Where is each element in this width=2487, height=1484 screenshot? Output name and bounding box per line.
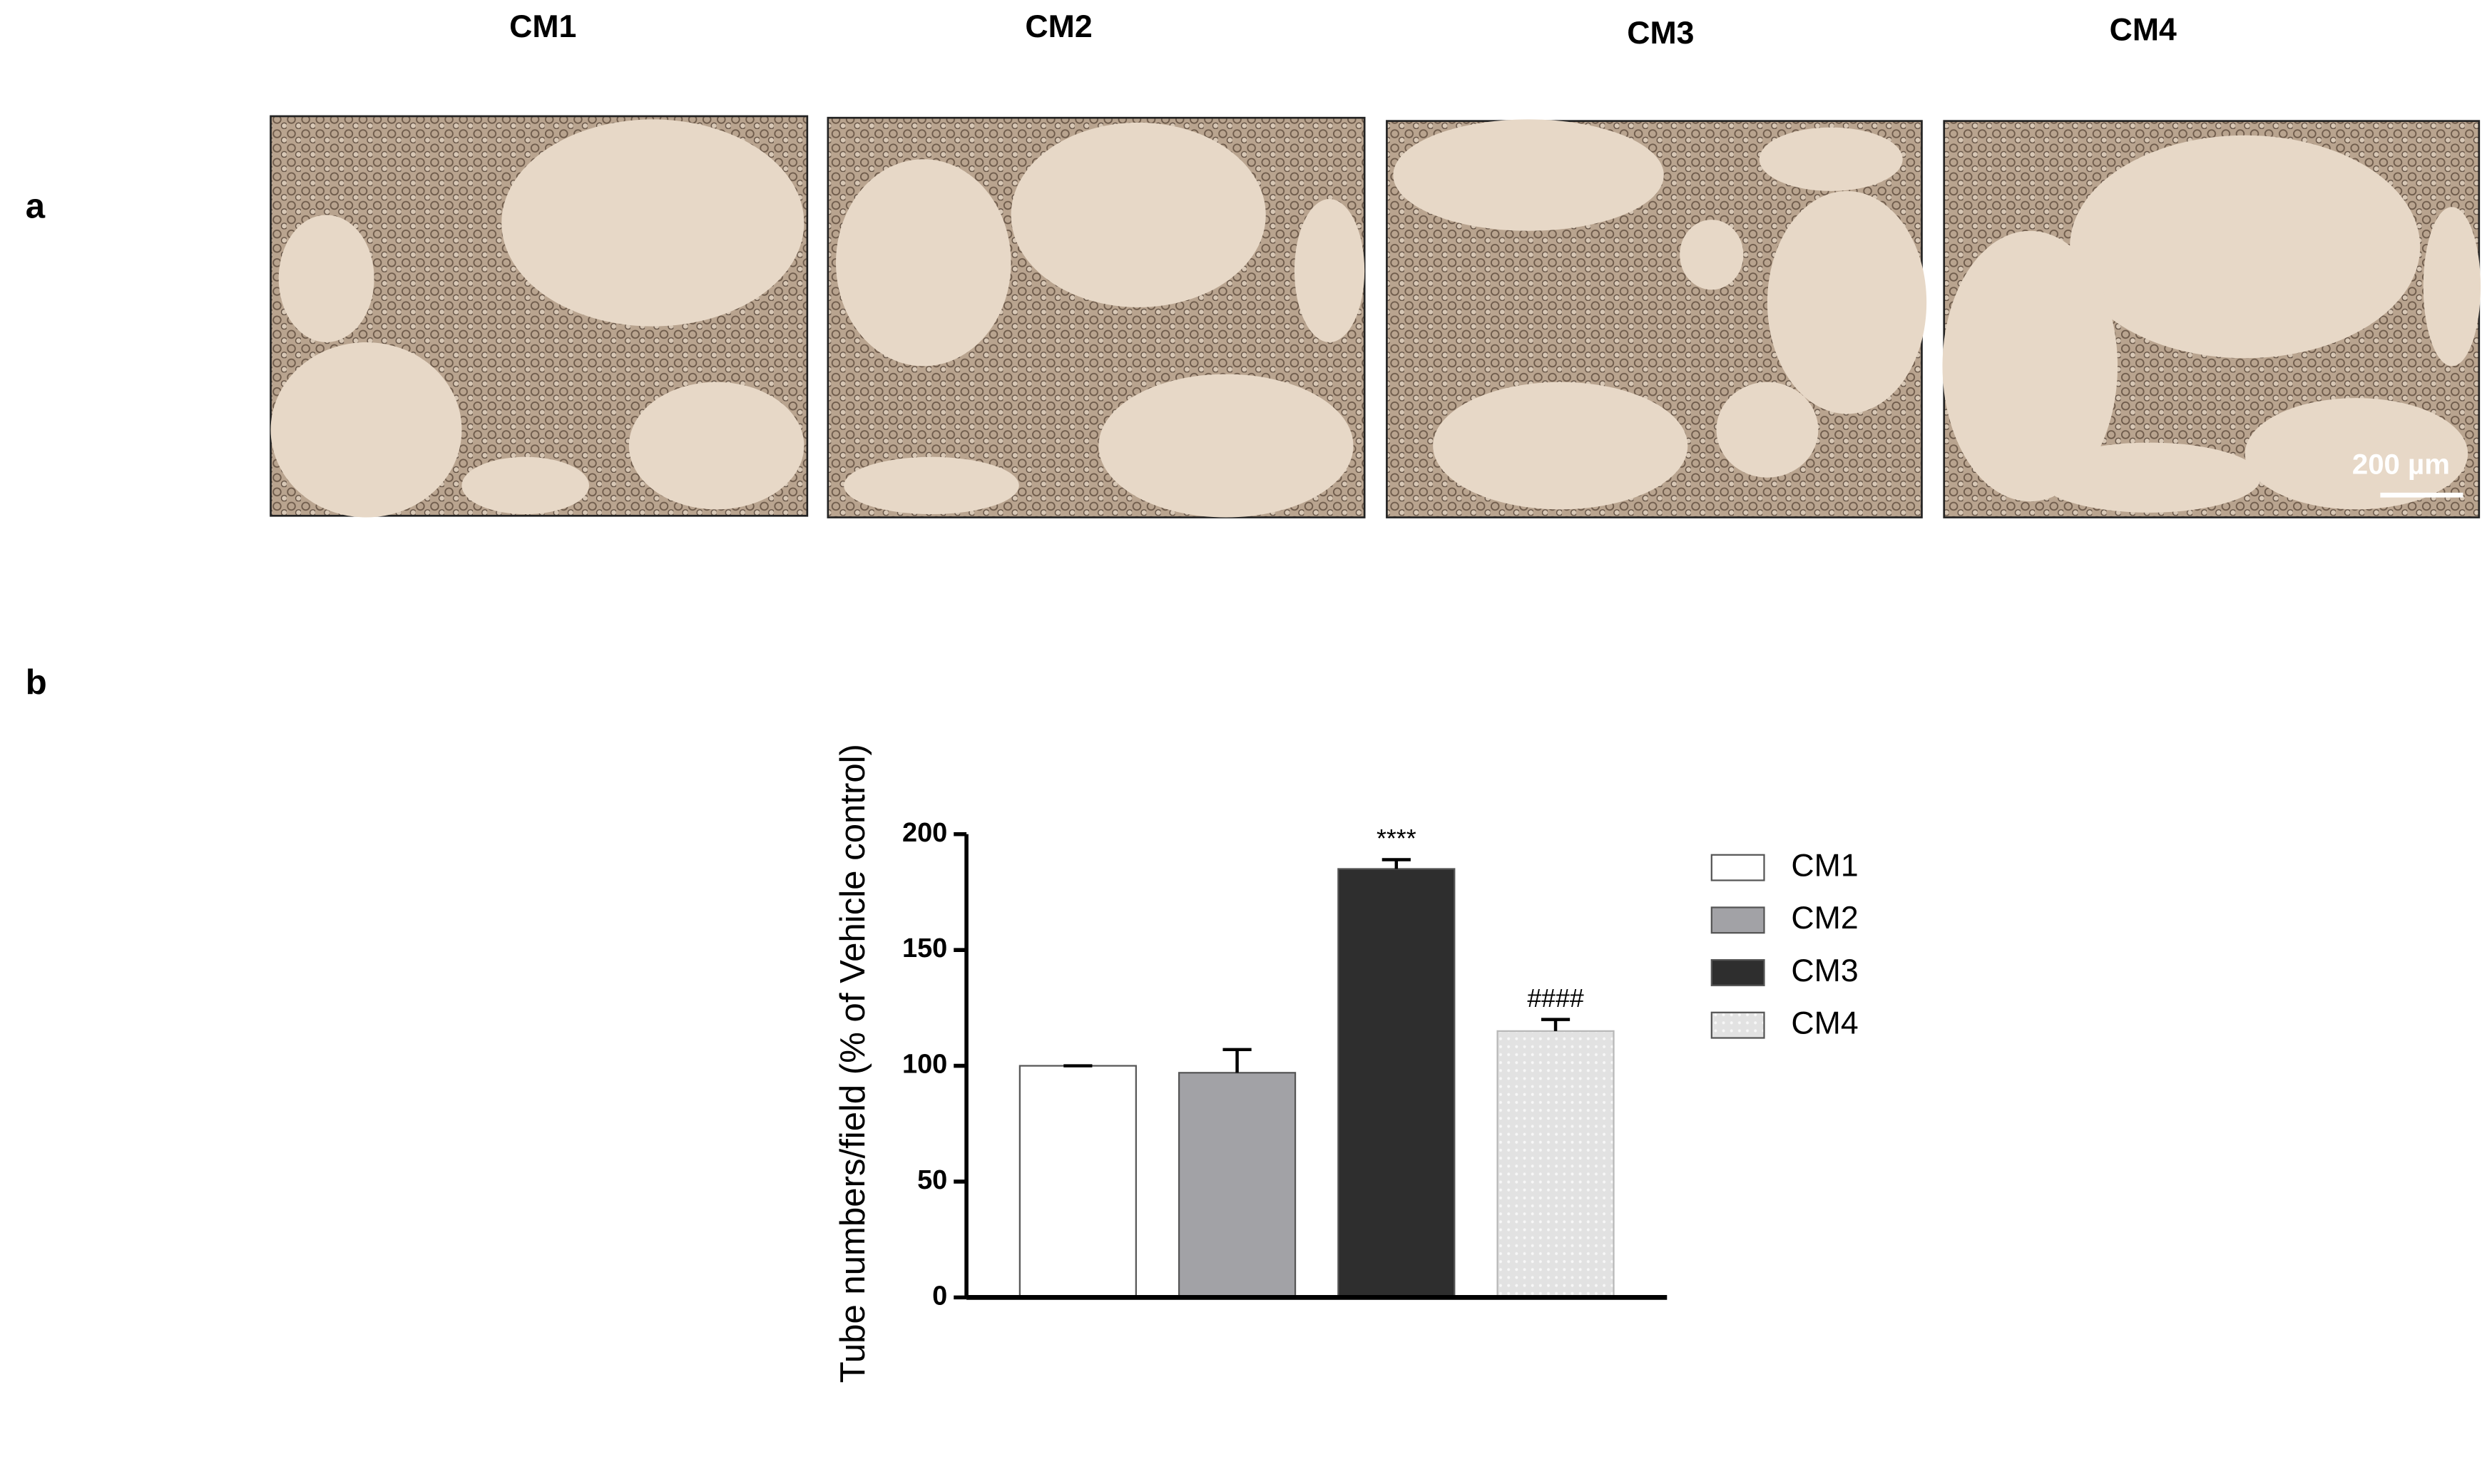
bar: [1178, 1072, 1297, 1299]
bar: [1496, 1030, 1615, 1299]
image-title: CM3: [1627, 16, 1694, 51]
micrograph: [1942, 120, 2481, 518]
significance-label: ****: [1377, 824, 1416, 853]
micrograph: [1386, 119, 1927, 518]
image-title: CM2: [1025, 9, 1092, 44]
legend-swatch: [1710, 958, 1765, 986]
bar-chart: 0 50 100 150 200 **** #### CM1 CM2 CM3 CM4: [902, 818, 1859, 1311]
image-title: CM4: [2110, 12, 2177, 47]
legend-swatch: [1710, 906, 1765, 934]
legend-label: CM3: [1791, 953, 1858, 988]
legend-swatch: [1710, 854, 1765, 881]
error-bar: [1382, 858, 1411, 869]
image-title: CM1: [509, 9, 576, 44]
micrograph: [827, 116, 1366, 518]
y-tick-label: 100: [902, 1050, 947, 1080]
legend-label: CM2: [1791, 901, 1858, 936]
significance-label: ####: [1527, 984, 1584, 1013]
panel-label: b: [26, 663, 47, 702]
y-tick-label: 50: [917, 1165, 947, 1195]
bar: [1337, 868, 1456, 1299]
error-bar: [1541, 1018, 1571, 1031]
y-axis-label: Tube numbers/field (% of Vehicle control…: [834, 744, 872, 1383]
micrograph: [270, 115, 809, 518]
legend-label: CM1: [1791, 848, 1858, 883]
scale-bar-label: 200 µm: [2352, 449, 2450, 481]
legend-swatch: [1710, 1011, 1765, 1039]
bar: [1018, 1065, 1137, 1299]
y-tick-label: 150: [902, 933, 947, 963]
legend-label: CM4: [1791, 1005, 1858, 1040]
y-tick-label: 0: [932, 1281, 947, 1311]
error-bar: [1222, 1048, 1252, 1073]
y-tick-label: 200: [902, 818, 947, 848]
panel-label: a: [26, 187, 46, 225]
